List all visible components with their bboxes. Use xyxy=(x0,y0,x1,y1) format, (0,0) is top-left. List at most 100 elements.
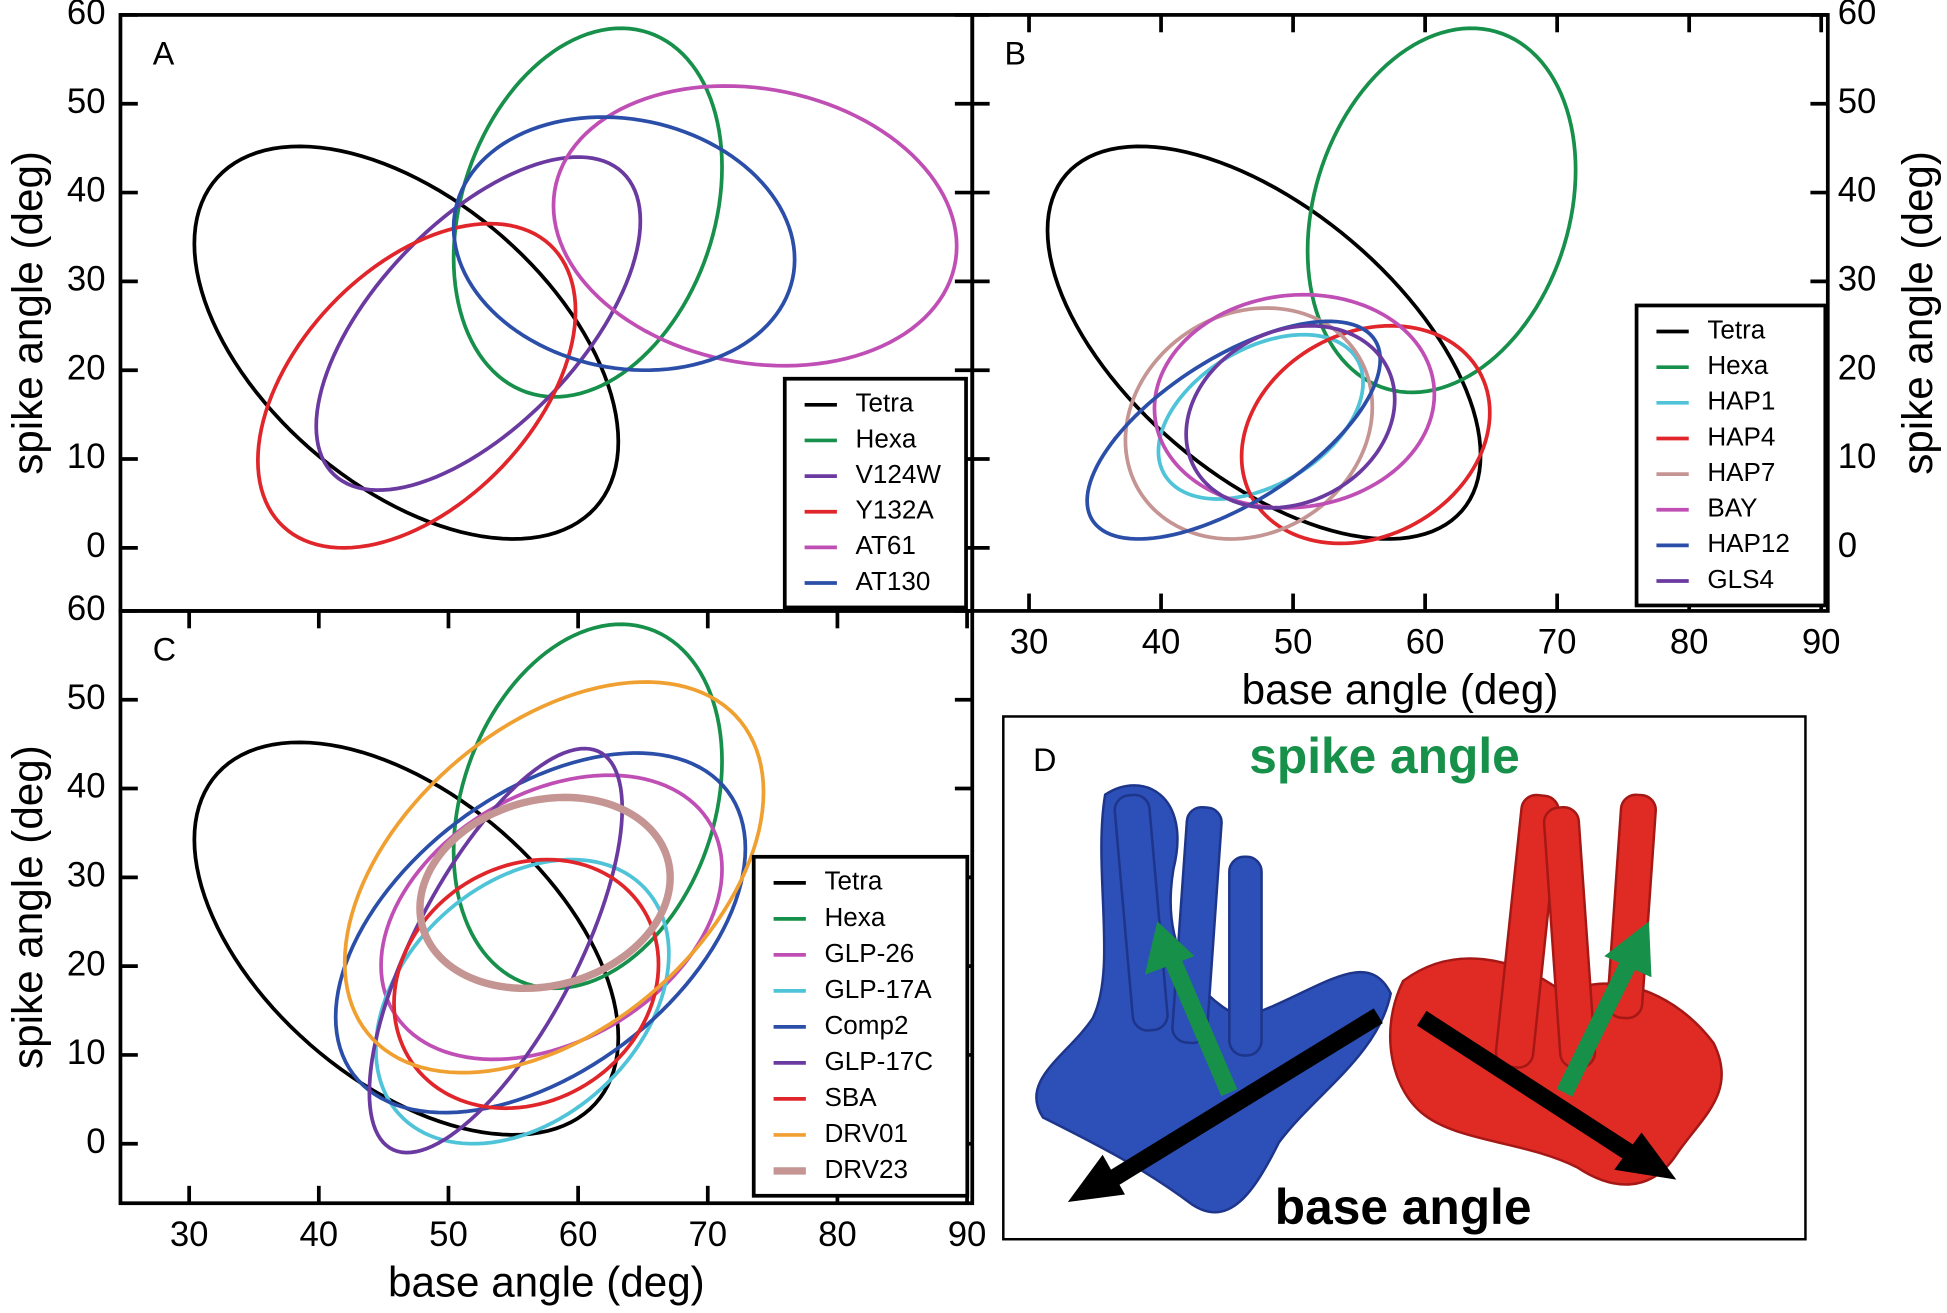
y-tick-label: 0 xyxy=(86,527,105,565)
legend-label: Hexa xyxy=(856,423,917,453)
x-tick-label: 40 xyxy=(1142,624,1181,662)
x-tick-label: 80 xyxy=(818,1216,857,1254)
y-axis-label: spike angle (deg) xyxy=(1894,151,1941,475)
x-axis-label: base angle (deg) xyxy=(1242,666,1559,713)
legend-label: DRV23 xyxy=(824,1154,908,1184)
ellipse xyxy=(1184,323,1397,510)
legend-label: DRV01 xyxy=(824,1118,908,1148)
panel-label: A xyxy=(153,35,175,71)
x-tick-label: 50 xyxy=(429,1216,468,1254)
y-tick-label: 50 xyxy=(67,83,106,121)
panel-label: B xyxy=(1005,35,1027,71)
ellipse xyxy=(342,680,766,1075)
y-tick-label: 30 xyxy=(1838,261,1877,299)
ellipse xyxy=(192,740,621,1137)
y-tick-label: 20 xyxy=(1838,349,1877,387)
legend-label: HAP7 xyxy=(1707,457,1775,487)
arrow-head xyxy=(1067,1154,1125,1202)
y-tick-label: 0 xyxy=(86,1123,105,1161)
y-axis-label: spike angle (deg) xyxy=(4,745,51,1069)
ellipse xyxy=(1085,319,1383,541)
legend-label: HAP1 xyxy=(1707,386,1775,416)
x-tick-label: 30 xyxy=(170,1216,209,1254)
arrow-head xyxy=(1144,921,1195,975)
base-label: base angle xyxy=(1275,1179,1532,1235)
x-tick-label: 60 xyxy=(1406,624,1445,662)
legend-label: HAP4 xyxy=(1707,421,1775,451)
y-tick-label: 60 xyxy=(67,590,106,628)
panel-label: D xyxy=(1033,742,1056,778)
ellipse xyxy=(1152,292,1437,510)
legend-label: Hexa xyxy=(1707,350,1768,380)
ellipse xyxy=(551,84,959,368)
y-tick-label: 40 xyxy=(67,768,106,806)
y-axis-label: spike angle (deg) xyxy=(4,151,51,475)
y-tick-label: 50 xyxy=(67,679,106,717)
legend-label: HAP12 xyxy=(1707,528,1790,558)
legend-label: Tetra xyxy=(856,388,914,418)
y-tick-label: 20 xyxy=(67,349,106,387)
spike-arrows xyxy=(1165,958,1637,1097)
legend-label: GLP-26 xyxy=(824,938,914,968)
y-tick-label: 30 xyxy=(67,857,106,895)
ellipse xyxy=(314,155,643,492)
plot-frame xyxy=(970,13,1830,613)
ellipse xyxy=(367,746,625,1155)
red-protein xyxy=(1389,793,1723,1186)
ellipse xyxy=(1239,323,1492,546)
arrow-head xyxy=(1614,1132,1677,1180)
legend-label: SBA xyxy=(824,1082,877,1112)
ellipse xyxy=(192,144,621,541)
legend-label: Hexa xyxy=(824,902,885,932)
y-tick-label: 40 xyxy=(67,172,106,210)
ellipse xyxy=(392,857,661,1111)
x-tick-label: 90 xyxy=(1802,624,1841,662)
legend-label: GLP-17A xyxy=(824,974,932,1004)
y-tick-label: 10 xyxy=(67,438,106,476)
ellipse xyxy=(379,773,724,1062)
y-tick-label: 50 xyxy=(1838,83,1877,121)
arrow-head xyxy=(1604,921,1652,978)
y-tick-label: 60 xyxy=(1838,0,1877,32)
x-axis-label: base angle (deg) xyxy=(388,1258,705,1305)
ellipse xyxy=(451,26,724,399)
legend-label: AT61 xyxy=(856,530,916,560)
x-tick-label: 70 xyxy=(688,1216,727,1254)
legend-label: GLS4 xyxy=(1707,564,1774,594)
legend-label: Tetra xyxy=(824,866,882,896)
x-tick-label: 80 xyxy=(1670,624,1709,662)
y-tick-label: 40 xyxy=(1838,172,1877,210)
y-tick-label: 20 xyxy=(67,945,106,983)
x-tick-label: 60 xyxy=(559,1216,598,1254)
base-arrows xyxy=(1106,1008,1638,1188)
ellipse xyxy=(256,221,578,550)
legend-box xyxy=(782,376,968,610)
legend-label: GLP-17C xyxy=(824,1046,933,1076)
legend-label: V124W xyxy=(856,459,942,489)
y-tick-label: 0 xyxy=(1838,527,1857,565)
plot-frame xyxy=(118,609,975,1206)
x-tick-label: 90 xyxy=(948,1216,987,1254)
x-tick-label: 70 xyxy=(1538,624,1577,662)
y-tick-label: 30 xyxy=(67,261,106,299)
panel-label: C xyxy=(153,631,176,667)
legend-label: BAY xyxy=(1707,493,1757,523)
y-tick-label: 60 xyxy=(67,0,106,32)
ellipse xyxy=(1123,306,1375,541)
legend-label: Tetra xyxy=(1707,314,1765,344)
x-tick-label: 40 xyxy=(299,1216,338,1254)
x-tick-label: 50 xyxy=(1274,624,1313,662)
y-tick-label: 10 xyxy=(1838,438,1877,476)
ellipse xyxy=(333,751,748,1115)
ellipse xyxy=(416,793,674,993)
ellipse xyxy=(1305,26,1578,395)
x-tick-label: 30 xyxy=(1010,624,1049,662)
illustration-panel: D spike angle base angle xyxy=(1002,715,1807,1241)
spike-label: spike angle xyxy=(1249,728,1519,784)
legend-box xyxy=(1634,303,1828,608)
legend-label: Comp2 xyxy=(824,1010,908,1040)
y-tick-label: 10 xyxy=(67,1034,106,1072)
ellipse xyxy=(451,115,797,373)
ellipse xyxy=(374,857,671,1146)
